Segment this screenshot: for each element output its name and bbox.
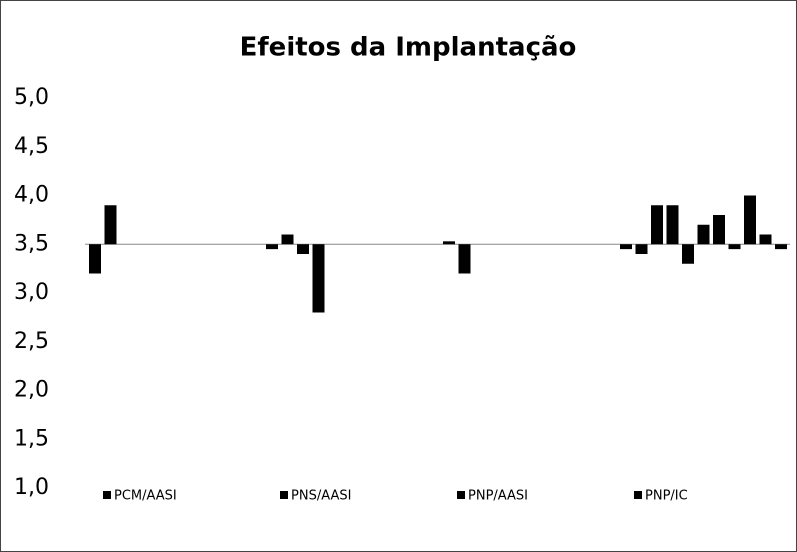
y-tick-label: 1,5 [14, 426, 49, 451]
bar [651, 205, 663, 245]
y-tick-label: 3,0 [14, 280, 49, 305]
bar [697, 224, 710, 245]
legend-label: PNP/AASI [468, 489, 528, 504]
bar [443, 241, 455, 245]
bar [312, 244, 325, 313]
bar [682, 244, 694, 264]
bar [635, 244, 648, 254]
y-tick-label: 2,0 [14, 378, 49, 403]
bar [281, 234, 294, 245]
bar [666, 205, 679, 245]
bar [620, 244, 632, 250]
bar [744, 195, 756, 245]
bar [89, 244, 101, 274]
bar [458, 244, 471, 274]
bar [297, 244, 309, 254]
chart-title: Efeitos da Implantação [240, 33, 577, 63]
bar [266, 244, 278, 250]
bar [759, 234, 772, 245]
y-tick-label: 2,5 [14, 329, 49, 354]
legend-label: PNS/AASI [291, 489, 351, 504]
legend-swatch [280, 491, 288, 499]
bar [728, 244, 741, 250]
legend-label: PNP/IC [645, 489, 688, 504]
y-tick-label: 4,0 [14, 183, 49, 208]
bar [713, 215, 725, 245]
bar [775, 244, 787, 250]
y-tick-label: 1,0 [14, 475, 49, 500]
legend-swatch [634, 491, 642, 499]
y-tick-label: 4,5 [14, 134, 49, 159]
legend-swatch [103, 491, 111, 499]
y-tick-label: 5,0 [14, 85, 49, 110]
legend-label: PCM/AASI [114, 489, 177, 504]
y-tick-label: 3,5 [14, 231, 49, 256]
legend-swatch [457, 491, 465, 499]
bar [104, 205, 117, 245]
